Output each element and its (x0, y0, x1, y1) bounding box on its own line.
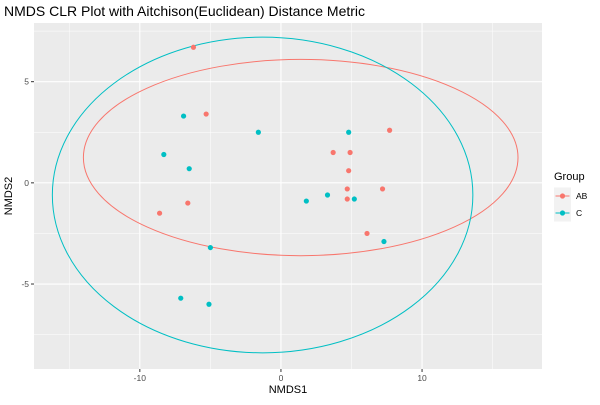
legend-key-point (559, 193, 566, 199)
point-c (178, 295, 184, 301)
x-tick-label: 10 (417, 373, 427, 383)
point-ab (344, 196, 350, 202)
legend-label-ab: AB (576, 191, 588, 201)
point-ab (330, 149, 336, 156)
x-axis-title: NMDS1 (269, 384, 308, 396)
point-ab (156, 210, 163, 216)
y-tick-label: 0 (24, 178, 29, 188)
legend-label-c: C (576, 208, 582, 218)
confidence-ellipses (51, 36, 519, 354)
panel-background (34, 23, 542, 369)
ellipse-ab (82, 58, 519, 257)
y-tick-label: -5 (21, 279, 29, 289)
point-ab (346, 168, 352, 174)
y-axis-title: NMDS2 (3, 177, 15, 216)
point-c (381, 238, 387, 245)
grid-lines (34, 23, 542, 369)
ellipse-c (51, 36, 474, 354)
point-c (180, 113, 187, 119)
legend-key-point (559, 210, 566, 216)
point-ab (344, 186, 350, 192)
point-c (255, 129, 261, 135)
chart-title: NMDS CLR Plot with Aitchison(Euclidean) … (4, 3, 365, 19)
data-points (156, 44, 393, 307)
point-c (186, 166, 192, 172)
legend-title: Group (554, 171, 585, 183)
point-ab (364, 230, 370, 237)
x-tick-label: -10 (134, 373, 147, 383)
point-c (351, 196, 357, 202)
point-ab (190, 44, 197, 50)
plot-panel (34, 23, 542, 369)
point-c (346, 129, 352, 135)
y-tick-label: 5 (24, 77, 29, 87)
point-c (206, 301, 212, 307)
point-c (161, 151, 167, 158)
x-axis: -10 0 10 (134, 369, 427, 383)
legend: Group AB C (554, 171, 588, 222)
point-ab (185, 200, 191, 206)
x-tick-label: 0 (279, 373, 284, 383)
point-ab (387, 127, 393, 133)
y-axis: -5 0 5 (21, 77, 34, 289)
point-ab (379, 186, 386, 192)
point-ab (203, 111, 209, 117)
point-c (303, 198, 309, 204)
point-c (324, 192, 331, 198)
point-c (207, 244, 213, 251)
point-ab (347, 149, 353, 156)
